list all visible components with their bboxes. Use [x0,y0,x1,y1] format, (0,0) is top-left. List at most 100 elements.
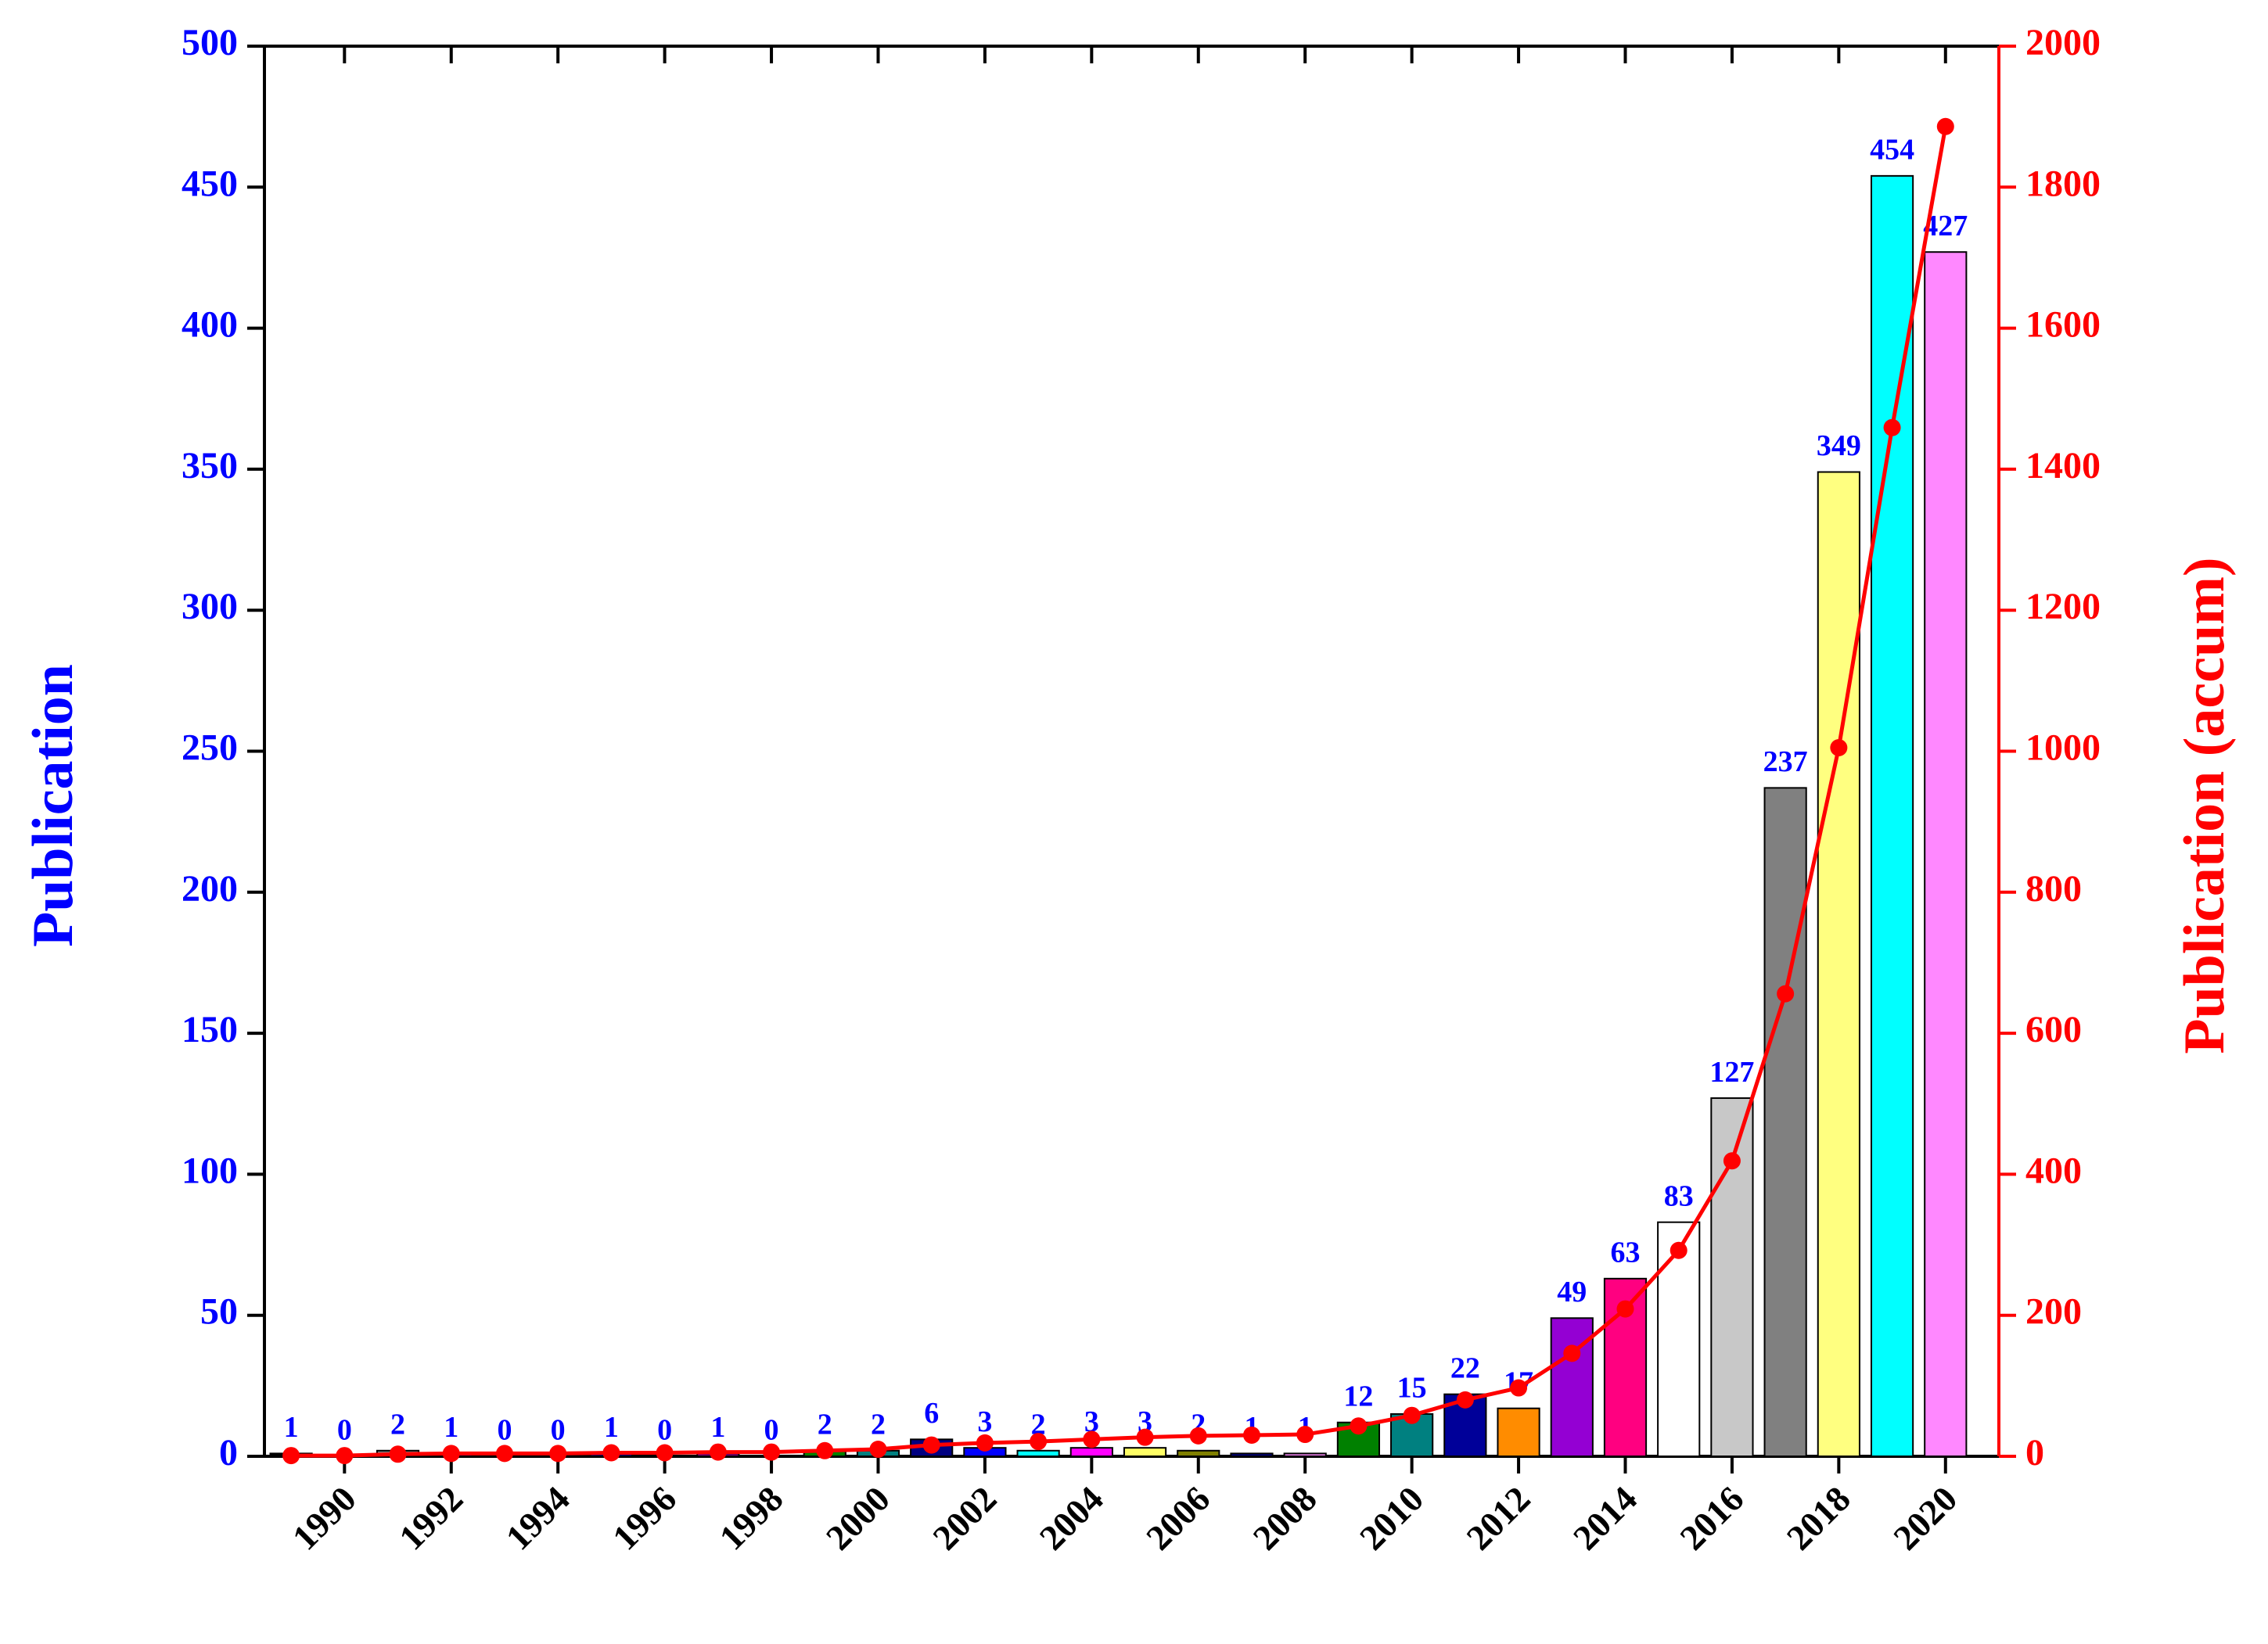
bar [1283,1452,1327,1458]
x-tick-label: 2012 [1458,1478,1537,1557]
y-tick-label: 250 [182,727,238,769]
x-tick-label: 1998 [711,1478,790,1557]
bar [1016,1449,1060,1457]
bar-value-label: 0 [657,1414,672,1447]
accum-point [1616,1300,1634,1318]
bar-value-label: 1 [444,1411,458,1444]
y-axis-title: Publication [21,664,85,947]
y2-tick-label: 1600 [2025,304,2101,346]
accum-point [1883,418,1901,436]
x-tick-label: 2016 [1672,1478,1751,1557]
bar [1817,471,1860,1457]
y-tick-label: 0 [219,1432,238,1473]
y-tick-label: 450 [182,163,238,204]
accum-point [1510,1379,1528,1397]
y2-tick-label: 600 [2025,1009,2082,1050]
accum-point [1563,1344,1581,1362]
bar [1657,1221,1701,1458]
y2-tick-label: 2000 [2025,22,2101,63]
bar-value-label: 454 [1870,134,1914,167]
y-tick-label: 500 [182,22,238,63]
bar [1230,1452,1274,1458]
y-tick-label: 100 [182,1150,238,1191]
bar-value-label: 3 [1084,1405,1099,1438]
x-tick-label: 1996 [605,1478,684,1557]
bar-value-label: 0 [764,1414,779,1447]
y2-axis-title: Publication (accum) [2173,557,2237,1054]
bar-value-label: 22 [1450,1351,1480,1384]
y2-tick-label: 0 [2025,1432,2044,1473]
bar [1763,787,1807,1457]
x-tick-label: 2002 [925,1478,1004,1557]
bar-value-label: 3 [977,1405,992,1438]
bar [1710,1097,1754,1457]
bar [1177,1449,1220,1457]
accum-point [1030,1433,1048,1451]
accum-point [1242,1426,1260,1444]
accum-point [602,1444,620,1462]
accum-point [922,1436,940,1454]
accum-point [1136,1428,1154,1446]
bar-value-label: 49 [1557,1276,1587,1308]
y-tick-label: 50 [200,1291,238,1333]
y-tick-label: 350 [182,445,238,486]
bar-value-label: 2 [1031,1409,1046,1441]
accum-point [1296,1426,1314,1444]
accum-line [291,126,1948,1458]
accum-point [656,1444,674,1462]
bar [1069,1447,1113,1458]
accum-point [1403,1406,1421,1424]
accum-point [709,1443,727,1461]
accum-point [495,1445,513,1463]
bar-value-label: 83 [1664,1179,1694,1212]
accum-point [1777,985,1795,1003]
bar-value-label: 0 [337,1414,352,1447]
bar-value-label: 12 [1343,1380,1373,1412]
x-tick-label: 2000 [818,1478,897,1557]
bar [1870,174,1914,1458]
accum-point [1723,1152,1741,1170]
bar [1924,251,1968,1457]
bar-value-label: 237 [1763,745,1808,778]
bar-value-label: 2 [818,1409,832,1441]
accum-point [1350,1417,1368,1435]
y2-tick-label: 1400 [2025,445,2101,486]
accum-point [1083,1430,1101,1448]
y2-tick-label: 1200 [2025,586,2101,627]
accum-point [1830,738,1848,756]
y-tick-label: 200 [182,868,238,910]
bar [1497,1407,1540,1457]
accum-point [1936,117,1954,135]
x-tick-label: 2014 [1565,1478,1644,1557]
bar-value-label: 349 [1817,429,1861,462]
x-tick-label: 2008 [1245,1478,1324,1557]
bar-value-label: 1 [604,1411,619,1444]
y-tick-label: 300 [182,586,238,627]
bar-value-label: 127 [1709,1056,1754,1089]
accum-point [1670,1241,1688,1259]
y2-tick-label: 1000 [2025,727,2101,769]
y2-tick-label: 400 [2025,1150,2082,1191]
accum-point [1189,1427,1207,1445]
accum-point [549,1445,567,1463]
y2-tick-label: 200 [2025,1291,2082,1333]
x-tick-label: 2020 [1885,1478,1964,1557]
accum-point [336,1447,354,1465]
bar-value-label: 63 [1610,1237,1640,1269]
bar-value-label: 15 [1397,1372,1427,1405]
y2-tick-label: 800 [2025,868,2082,910]
bar-value-label: 2 [390,1409,405,1441]
y-tick-label: 400 [182,304,238,346]
x-tick-label: 2018 [1779,1478,1858,1557]
bar-value-label: 1 [284,1411,299,1444]
accum-point [282,1447,300,1465]
bar-value-label: 1 [710,1411,725,1444]
y2-tick-label: 1800 [2025,163,2101,204]
y-tick-label: 150 [182,1009,238,1050]
bar [1123,1447,1167,1458]
x-tick-label: 1994 [498,1478,577,1557]
accum-point [442,1445,460,1463]
accum-point [869,1440,887,1458]
accum-point [1456,1391,1474,1409]
